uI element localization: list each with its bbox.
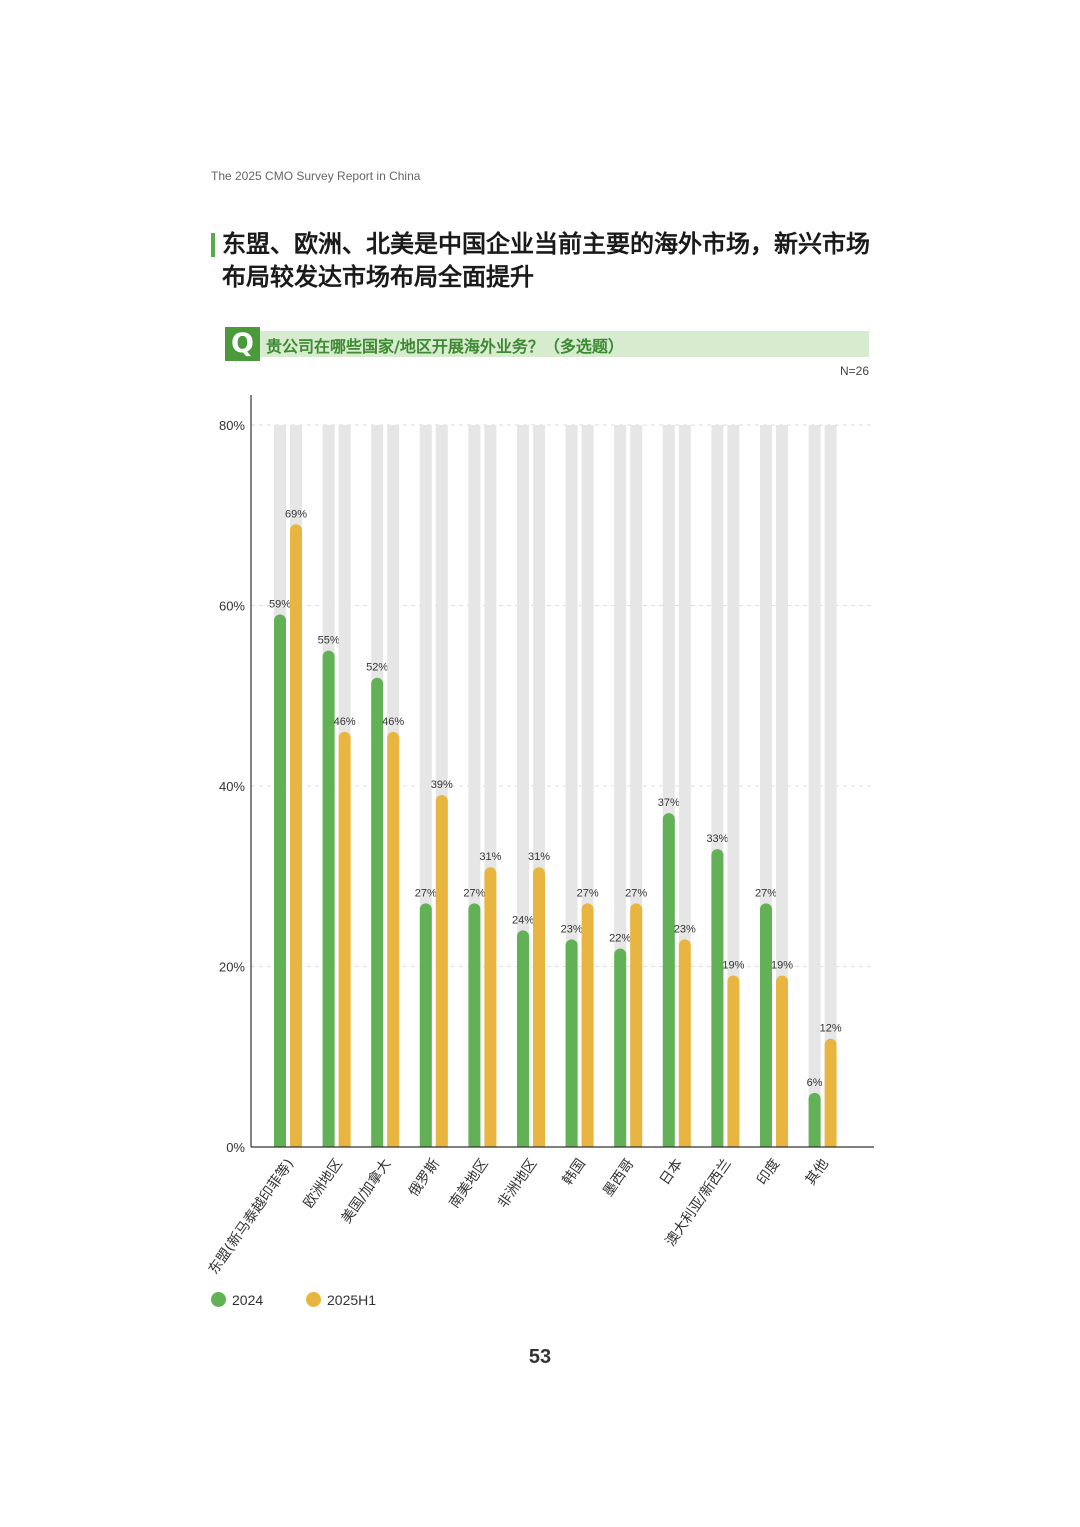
y-tick-label: 80% [219, 418, 245, 433]
title-accent-bar [211, 233, 215, 257]
y-tick-label: 20% [219, 960, 245, 975]
bar [727, 975, 740, 1147]
legend-swatch-2025h1 [306, 1292, 321, 1307]
data-label: 19% [771, 960, 793, 972]
x-tick-label: 印度 [754, 1156, 783, 1188]
x-tick-label: 欧洲地区 [301, 1156, 346, 1211]
data-label: 27% [577, 887, 599, 899]
bar [322, 650, 335, 1147]
data-label: 23% [561, 923, 583, 935]
data-label: 55% [318, 635, 340, 647]
data-label: 39% [431, 779, 453, 791]
x-tick-label: 东盟(新马泰越印菲等) [205, 1156, 297, 1278]
data-label: 59% [269, 599, 291, 611]
bar [387, 731, 400, 1147]
data-label: 27% [755, 887, 777, 899]
bar [468, 903, 481, 1147]
question-banner [225, 331, 869, 357]
sample-size: N=26 [839, 364, 869, 378]
bar [614, 948, 627, 1147]
data-label: 12% [820, 1023, 842, 1035]
data-label: 23% [674, 923, 696, 935]
bar-track [824, 425, 837, 1147]
legend-item-2024: 2024 [211, 1292, 263, 1308]
question-text: 贵公司在哪些国家/地区开展海外业务？（多选题） [266, 337, 624, 356]
legend-swatch-2024 [211, 1292, 226, 1307]
x-tick-label: 韩国 [560, 1156, 589, 1188]
data-label: 46% [382, 716, 404, 728]
bar [711, 849, 724, 1147]
bar [419, 903, 432, 1147]
y-tick-label: 40% [219, 779, 245, 794]
x-tick-label: 美国/加拿大 [338, 1156, 395, 1227]
bar [565, 939, 578, 1147]
page-number: 53 [528, 1346, 552, 1368]
question-badge: Q [225, 327, 260, 361]
report-header: The 2025 CMO Survey Report in China [211, 169, 421, 183]
data-label: 31% [528, 851, 550, 863]
data-label: 27% [625, 887, 647, 899]
bar [760, 903, 772, 1147]
bar [678, 939, 691, 1147]
data-label: 19% [722, 960, 744, 972]
data-label: 52% [366, 662, 388, 674]
x-tick-label: 俄罗斯 [406, 1156, 443, 1200]
bar [533, 867, 545, 1147]
legend-item-2025h1: 2025H1 [306, 1292, 376, 1308]
bar [517, 930, 529, 1147]
data-label: 24% [512, 914, 534, 926]
data-label: 31% [479, 851, 501, 863]
data-label: 27% [415, 887, 437, 899]
x-tick-label: 墨西哥 [600, 1156, 637, 1200]
y-tick-label: 0% [226, 1140, 245, 1155]
x-tick-label: 日本 [657, 1156, 686, 1188]
bar [290, 524, 302, 1147]
y-tick-label: 60% [219, 599, 245, 614]
data-label: 33% [706, 833, 728, 845]
data-label: 22% [609, 932, 631, 944]
bar [776, 975, 788, 1147]
bar [435, 795, 448, 1147]
bar [662, 813, 675, 1147]
bar-track [776, 425, 788, 1147]
bar-track [808, 425, 821, 1147]
bar [824, 1038, 837, 1147]
x-tick-label: 其他 [803, 1156, 832, 1188]
x-tick-label: 非洲地区 [495, 1156, 540, 1211]
bar-track [727, 425, 740, 1147]
data-label: 46% [334, 716, 356, 728]
bar [338, 731, 351, 1147]
data-label: 6% [807, 1077, 823, 1089]
bar [581, 903, 594, 1147]
page-title: 东盟、欧洲、北美是中国企业当前主要的海外市场，新兴市场布局较发达市场布局全面提升 [222, 230, 870, 291]
legend-label-2024: 2024 [232, 1292, 264, 1308]
bar [371, 677, 384, 1147]
data-label: 37% [658, 797, 680, 809]
data-label: 27% [463, 887, 485, 899]
bar [484, 867, 497, 1147]
bar [630, 903, 643, 1147]
data-label: 69% [285, 508, 307, 520]
bar [808, 1092, 821, 1147]
bar [274, 614, 286, 1147]
x-tick-label: 南美地区 [446, 1156, 491, 1211]
legend-label-2025h1: 2025H1 [327, 1292, 377, 1308]
